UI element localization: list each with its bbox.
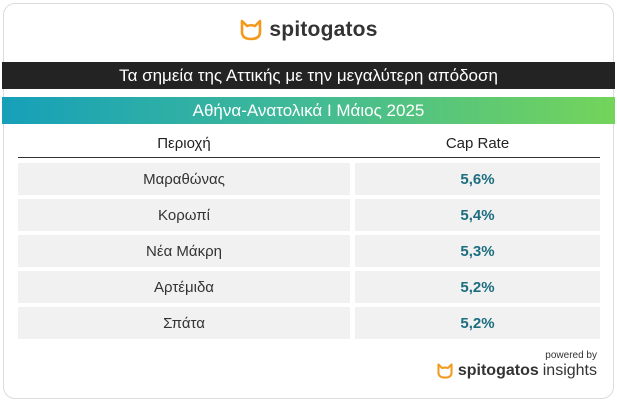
table-row: Αρτέμιδα 5,2% (18, 271, 600, 303)
column-header: Cap Rate (445, 135, 510, 152)
cap-rate-cell: 5,2% (355, 307, 600, 339)
area-cell: Νέα Μάκρη (18, 235, 350, 267)
subtitle: Αθήνα-Ανατολικά Ι Μάιος 2025 (2, 97, 615, 124)
cap-rate-cell: 5,6% (355, 163, 600, 195)
area-cell: Κορωπί (18, 199, 350, 231)
area-cell: Σπάτα (18, 307, 350, 339)
powered-by: powered by (545, 350, 597, 361)
cap-rate-cell: 5,3% (355, 235, 600, 267)
table-row: Μαραθώνας 5,6% (18, 163, 600, 195)
cap-rate-cell: 5,4% (355, 199, 600, 231)
table-row: Νέα Μάκρη 5,3% (18, 235, 600, 267)
footer-brand: spitogatos (457, 362, 539, 379)
cap-rate-cell: 5,2% (355, 271, 600, 303)
logo: spitogatos (0, 18, 617, 42)
table-row: Κορωπί 5,4% (18, 199, 600, 231)
brand: spitogatos (269, 18, 378, 41)
table-header: Περιοχή Cap Rate (18, 130, 600, 158)
footer-logo: spitogatos insights (436, 362, 597, 380)
table-row: Σπάτα 5,2% (18, 307, 600, 339)
area-cell: Αρτέμιδα (18, 271, 350, 303)
area-cell: Μαραθώνας (18, 163, 350, 195)
footer-suffix: insights (542, 362, 597, 379)
cat-icon (241, 19, 262, 41)
title: Τα σημεία της Αττικής με την μεγαλύτερη … (2, 62, 615, 89)
cat-icon (437, 363, 453, 379)
column-header: Περιοχή (157, 135, 211, 152)
